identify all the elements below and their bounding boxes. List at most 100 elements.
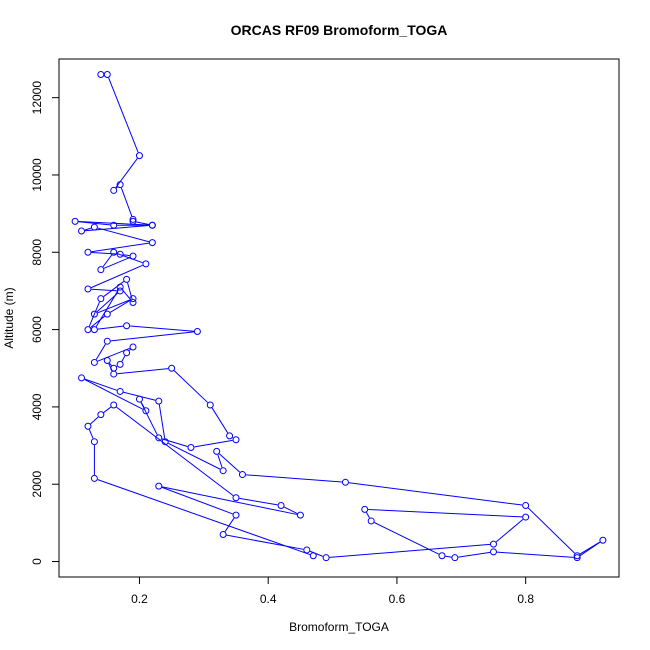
data-point xyxy=(451,554,459,562)
series-segment xyxy=(116,406,234,497)
series-segment xyxy=(309,550,324,557)
data-point xyxy=(71,217,79,225)
chart-title: ORCAS RF09 Bromoform_TOGA xyxy=(231,22,448,38)
series-segment xyxy=(116,252,143,264)
data-point xyxy=(168,364,176,372)
series-segment xyxy=(97,227,150,243)
data-point xyxy=(213,447,221,455)
data-point xyxy=(90,310,98,318)
data-point xyxy=(573,552,581,560)
data-point xyxy=(232,436,240,444)
data-point xyxy=(155,397,163,405)
series-segment xyxy=(91,251,117,255)
series-segment xyxy=(226,534,304,550)
data-point xyxy=(226,432,234,440)
data-point xyxy=(90,326,98,334)
data-point xyxy=(489,548,497,556)
data-point xyxy=(232,511,240,519)
data-point xyxy=(129,217,137,225)
y-axis: 0 2000 4000 6000 8000 10000 12000 xyxy=(30,81,60,565)
data-point xyxy=(155,434,163,442)
series-segment xyxy=(78,221,111,226)
data-point xyxy=(90,474,98,482)
data-point xyxy=(206,401,214,409)
data-point xyxy=(90,438,98,446)
series-segment xyxy=(90,264,143,289)
x-tick-label: 0.4 xyxy=(260,592,277,606)
data-point xyxy=(78,374,86,382)
data-point xyxy=(116,287,124,295)
data-point xyxy=(84,326,92,334)
series-segment xyxy=(84,227,92,231)
data-point xyxy=(116,387,124,395)
series-segment xyxy=(120,187,133,217)
data-point xyxy=(97,266,105,274)
data-point xyxy=(238,471,246,479)
data-point xyxy=(129,343,137,351)
series-segment xyxy=(158,404,166,439)
data-point xyxy=(148,221,156,229)
series-segment xyxy=(527,507,576,554)
series-segment xyxy=(97,325,124,330)
series-segment xyxy=(90,416,99,425)
data-point xyxy=(367,517,375,525)
data-point xyxy=(438,552,446,560)
y-tick-label: 10000 xyxy=(30,158,44,192)
data-point xyxy=(123,322,131,330)
data-point xyxy=(303,546,311,554)
data-point xyxy=(489,540,497,548)
data-point xyxy=(522,501,530,509)
series-segment xyxy=(374,522,440,555)
data-point xyxy=(97,70,105,78)
data-point xyxy=(110,221,118,229)
data-point xyxy=(84,285,92,293)
data-point xyxy=(116,283,124,291)
data-point xyxy=(84,422,92,430)
data-point xyxy=(110,186,118,194)
data-point xyxy=(129,299,137,307)
x-tick-label: 0.6 xyxy=(389,592,406,606)
data-point xyxy=(110,248,118,256)
data-point xyxy=(135,152,143,160)
series-segment xyxy=(368,509,523,518)
series-segment xyxy=(97,299,130,314)
data-point xyxy=(90,223,98,231)
data-point xyxy=(78,227,86,235)
data-point xyxy=(361,505,369,513)
data-point xyxy=(296,511,304,519)
data-point xyxy=(161,438,169,446)
series-segment xyxy=(366,512,370,519)
series-segment xyxy=(161,438,188,447)
data-point xyxy=(599,536,607,544)
series-segment xyxy=(78,221,149,226)
data-point xyxy=(277,501,285,509)
data-point xyxy=(84,248,92,256)
data-point xyxy=(110,401,118,409)
series-segment xyxy=(103,257,130,269)
y-tick-label: 0 xyxy=(30,558,44,565)
series-segment xyxy=(168,442,221,470)
series-segment xyxy=(115,158,138,188)
data-point xyxy=(123,349,131,357)
series-segment xyxy=(121,355,126,362)
plot-frame xyxy=(58,58,620,578)
y-tick-label: 8000 xyxy=(30,239,44,266)
series-segment xyxy=(115,186,118,189)
series-segment xyxy=(84,379,144,410)
series-segment xyxy=(88,429,94,439)
y-tick-label: 12000 xyxy=(30,81,44,115)
series-segment xyxy=(161,486,233,515)
data-point xyxy=(103,337,111,345)
x-tick-label: 0.8 xyxy=(517,592,534,606)
series-segment xyxy=(97,479,311,556)
y-tick-label: 6000 xyxy=(30,316,44,343)
series-segment xyxy=(88,301,100,327)
series-segment xyxy=(95,289,119,327)
x-axis-label: Bromoform_TOGA xyxy=(289,620,389,634)
data-point xyxy=(116,181,124,189)
data-point xyxy=(522,513,530,521)
data-point xyxy=(116,250,124,258)
data-point xyxy=(155,482,163,490)
series-segment xyxy=(122,289,132,301)
